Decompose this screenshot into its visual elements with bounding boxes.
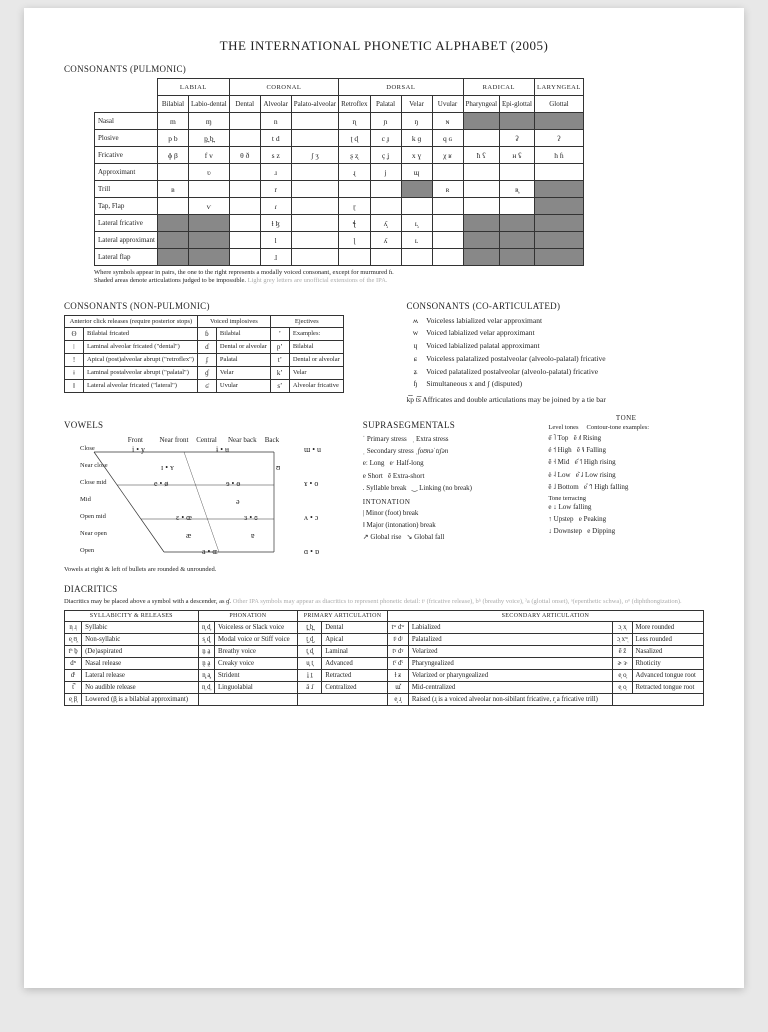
coarticulated-heading: CONSONANTS (CO-ARTICULATED) <box>406 301 704 311</box>
vowel-col: Back <box>265 436 290 444</box>
nonpulmonic-table: Anterior click releases (require posteri… <box>64 315 344 393</box>
vowel-col: Near front <box>160 436 195 444</box>
tone-heading: TONE <box>548 414 704 422</box>
terrace-label: Tone terracing <box>548 495 704 502</box>
vowel-chart: Front Near front Central Near back Back <box>84 436 333 562</box>
diacritics-heading: DIACRITICS <box>64 584 704 594</box>
page-title: THE INTERNATIONAL PHONETIC ALPHABET (200… <box>64 38 704 54</box>
tiebar-note: k͡p t͡s Affricates and double articulati… <box>406 395 704 404</box>
diacritics-note: Diacritics may be placed above a symbol … <box>64 598 231 605</box>
supra-heading: SUPRASEGMENTALS <box>363 420 519 430</box>
vowel-col: Front <box>128 436 158 444</box>
vowel-col: Near back <box>228 436 263 444</box>
pulmonic-table: LABIALCORONALDORSALRADICALLARYNGEALBilab… <box>94 78 584 266</box>
pulmonic-note: Where symbols appear in pairs, the one t… <box>94 269 704 285</box>
diacritics-note-grey: Other IPA symbols may appear as diacriti… <box>233 598 682 605</box>
tone-subhdr: Contour-tone examples: <box>587 424 650 431</box>
vowel-col: Central <box>196 436 226 444</box>
intonation-list: | Minor (foot) break‖ Major (intonation)… <box>363 508 519 544</box>
tone-list: e̋ ˥ Top ě ˩˥ Risingé ˦ High ê ˥˩ Fallin… <box>548 433 704 493</box>
note-text: Shaded areas denote articulations judged… <box>94 277 246 284</box>
document-page: THE INTERNATIONAL PHONETIC ALPHABET (200… <box>24 8 744 988</box>
intonation-heading: INTONATION <box>363 498 519 506</box>
suprasegmentals-list: ˈ Primary stress ˌ Extra stressˌ Seconda… <box>363 434 519 494</box>
diacritics-table: SYLLABICITY & RELEASESPHONATIONPRIMARY A… <box>64 610 704 706</box>
tone-subhdr: Level tones <box>548 424 578 431</box>
coarticulated-list: ʍ Voiceless labialized velar approximant… <box>406 315 704 392</box>
vowel-note: Vowels at right & left of bullets are ro… <box>64 566 333 574</box>
nonpulmonic-heading: CONSONANTS (NON-PULMONIC) <box>64 301 376 311</box>
pulmonic-heading: CONSONANTS (PULMONIC) <box>64 64 704 74</box>
note-text-grey: Light grey letters are unofficial extens… <box>248 277 388 284</box>
vowels-heading: VOWELS <box>64 420 333 430</box>
terrace-list: e ↓ Low falling↑ Upstep e Peaking↓ Downs… <box>548 502 704 538</box>
note-text: Where symbols appear in pairs, the one t… <box>94 269 394 276</box>
